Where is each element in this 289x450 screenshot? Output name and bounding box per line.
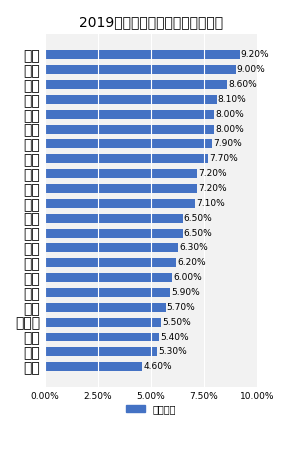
Text: 8.60%: 8.60% — [228, 80, 257, 89]
Text: 6.50%: 6.50% — [184, 214, 212, 223]
Text: 7.90%: 7.90% — [213, 140, 242, 148]
Text: 5.30%: 5.30% — [158, 347, 187, 356]
Bar — [45, 362, 142, 371]
Text: 6.30%: 6.30% — [179, 243, 208, 252]
Text: 6.20%: 6.20% — [177, 258, 206, 267]
Text: 5.40%: 5.40% — [160, 333, 189, 342]
Bar — [45, 95, 216, 104]
Text: 6.00%: 6.00% — [173, 273, 202, 282]
Bar — [45, 65, 236, 74]
Text: 5.70%: 5.70% — [167, 303, 195, 312]
Text: 9.00%: 9.00% — [237, 65, 265, 74]
Bar — [45, 229, 183, 238]
Bar — [45, 169, 197, 178]
Bar — [45, 154, 208, 163]
Bar — [45, 50, 240, 59]
Legend: 经济增速: 经济增速 — [122, 400, 180, 418]
Bar — [45, 125, 214, 134]
Bar — [45, 258, 176, 267]
Text: 6.50%: 6.50% — [184, 229, 212, 238]
Bar — [45, 214, 183, 223]
Text: 4.60%: 4.60% — [143, 362, 172, 371]
Bar — [45, 243, 178, 252]
Text: 9.20%: 9.20% — [241, 50, 270, 59]
Title: 2019年上半年各省份经济增速排行: 2019年上半年各省份经济增速排行 — [79, 15, 223, 29]
Bar — [45, 303, 166, 312]
Text: 7.20%: 7.20% — [199, 169, 227, 178]
Bar — [45, 333, 159, 342]
Bar — [45, 140, 212, 148]
Text: 5.90%: 5.90% — [171, 288, 200, 297]
Text: 8.00%: 8.00% — [216, 110, 244, 119]
Bar — [45, 273, 172, 282]
Bar — [45, 110, 214, 119]
Text: 5.50%: 5.50% — [162, 318, 191, 327]
Bar — [45, 318, 162, 327]
Bar — [45, 347, 157, 356]
Text: 8.00%: 8.00% — [216, 125, 244, 134]
Text: 7.20%: 7.20% — [199, 184, 227, 193]
Bar — [45, 184, 197, 193]
Bar — [45, 288, 170, 297]
Bar — [45, 199, 195, 208]
Text: 7.70%: 7.70% — [209, 154, 238, 163]
Text: 7.10%: 7.10% — [197, 199, 225, 208]
Bar — [45, 80, 227, 89]
Text: 8.10%: 8.10% — [218, 95, 246, 104]
